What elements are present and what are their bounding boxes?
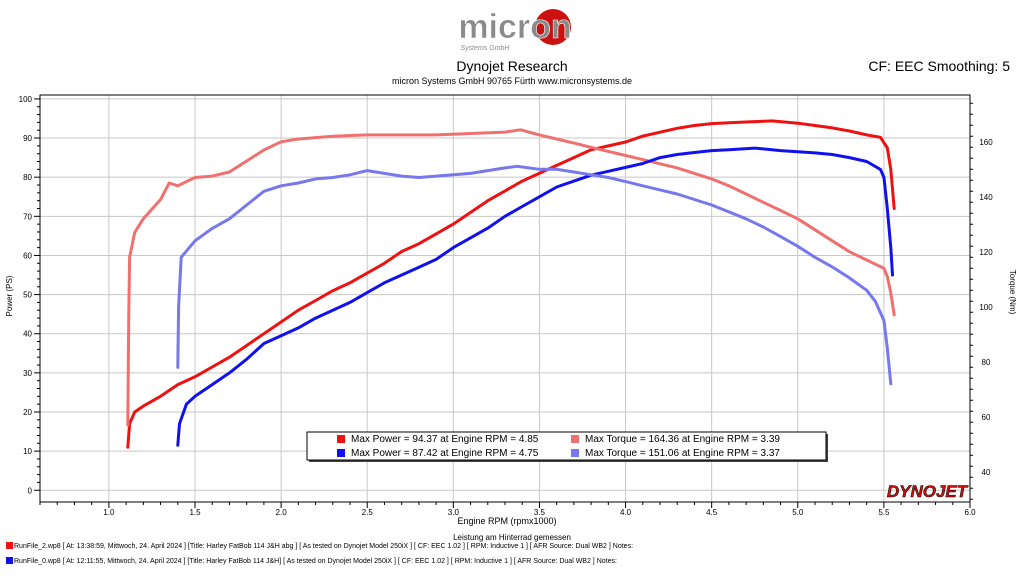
- y-left-tick-label: 60: [23, 251, 32, 260]
- x-tick-label: 3.0: [448, 508, 460, 517]
- micron-logo: micron Systems GmbH: [458, 8, 572, 52]
- y-right-tick-label: 60: [982, 413, 991, 422]
- y-axis-right-label: Torque (Nm): [1008, 270, 1017, 315]
- y-axis-left: 0 10 20 30 40 50 60 70 80 90 100: [19, 95, 40, 495]
- run-1-text: RunFile_2.wp8 [ At: 13:38:59, Mittwoch, …: [14, 543, 634, 550]
- smoothing-label: CF: EEC Smoothing: 5: [868, 58, 1010, 74]
- chart-title: Dynojet Research: [456, 58, 568, 74]
- x-tick-label: 2.0: [276, 508, 288, 517]
- y-axis-left-label: Power (PS): [5, 275, 14, 316]
- y-left-tick-label: 40: [23, 330, 32, 339]
- logo-text: micron: [458, 8, 571, 46]
- dynojet-brand-logo: DYNOJET: [887, 482, 969, 501]
- chart-subtitle: micron Systems GmbH 90765 Fürth www.micr…: [391, 76, 633, 86]
- series-line-1: [126, 119, 896, 449]
- y-left-tick-label: 70: [23, 212, 32, 221]
- run-file-line-2: RunFile_0.wp8 [ At: 12:11:55, Mittwoch, …: [6, 557, 617, 565]
- legend-swatch-1: [337, 435, 345, 443]
- x-tick-label: 2.5: [362, 508, 374, 517]
- x-axis-label: Engine RPM (rpmx1000): [457, 516, 556, 526]
- y-right-tick-label: 140: [979, 193, 993, 202]
- series-line-3: [176, 146, 894, 447]
- legend-swatch-4: [571, 449, 579, 457]
- y-right-tick-label: 80: [982, 358, 991, 367]
- y-left-tick-label: 0: [28, 486, 33, 495]
- legend-swatch-3: [337, 449, 345, 457]
- x-tick-label: 5.0: [792, 508, 804, 517]
- y-axis-right: 40 60 80 100 120 140 160: [970, 102, 993, 500]
- y-left-tick-label: 80: [23, 173, 32, 182]
- y-left-tick-label: 30: [23, 369, 32, 378]
- y-right-tick-label: 100: [979, 303, 993, 312]
- x-tick-label: 6.0: [964, 508, 976, 517]
- x-axis: 1.0 1.5 2.0 2.5 3.0 3.5 4.0 4.5 5.0 5.5 6.0: [39, 502, 976, 517]
- y-right-tick-label: 120: [979, 248, 993, 257]
- run-1-color-swatch: [6, 542, 13, 549]
- y-left-tick-label: 50: [23, 291, 32, 300]
- y-left-tick-label: 10: [23, 447, 32, 456]
- x-tick-label: 3.5: [534, 508, 546, 517]
- legend-entry-3: Max Power = 87.42 at Engine RPM = 4.75: [351, 448, 539, 459]
- y-left-tick-label: 90: [23, 134, 32, 143]
- measurement-note: Leistung am Hinterrad gemessen: [453, 533, 571, 542]
- legend-entry-4: Max Torque = 151.06 at Engine RPM = 3.37: [585, 448, 780, 459]
- logo-subtext: Systems GmbH: [460, 45, 510, 52]
- x-tick-label: 1.5: [189, 508, 201, 517]
- legend-box: [306, 431, 827, 461]
- legend-entry-1: Max Power = 94.37 at Engine RPM = 4.85: [351, 434, 539, 445]
- run-2-text: RunFile_0.wp8 [ At: 12:11:55, Mittwoch, …: [14, 558, 617, 565]
- x-tick-label: 1.0: [103, 508, 115, 517]
- x-tick-label: 5.5: [878, 508, 890, 517]
- y-left-tick-label: 100: [19, 95, 33, 104]
- series-line-4: [176, 164, 893, 386]
- y-right-tick-label: 40: [982, 468, 991, 477]
- x-tick-label: 4.5: [706, 508, 718, 517]
- y-right-tick-label: 160: [979, 138, 993, 147]
- series-layer: [126, 119, 896, 449]
- run-2-color-swatch: [6, 557, 13, 564]
- series-line-2: [126, 128, 896, 427]
- legend: Max Power = 94.37 at Engine RPM = 4.85 Ma…: [306, 431, 828, 462]
- run-file-line-1: RunFile_2.wp8 [ At: 13:38:59, Mittwoch, …: [6, 542, 633, 550]
- legend-entry-2: Max Torque = 164.36 at Engine RPM = 3.39: [585, 434, 780, 445]
- y-left-tick-label: 20: [23, 408, 32, 417]
- legend-swatch-2: [571, 435, 579, 443]
- x-tick-label: 4.0: [620, 508, 632, 517]
